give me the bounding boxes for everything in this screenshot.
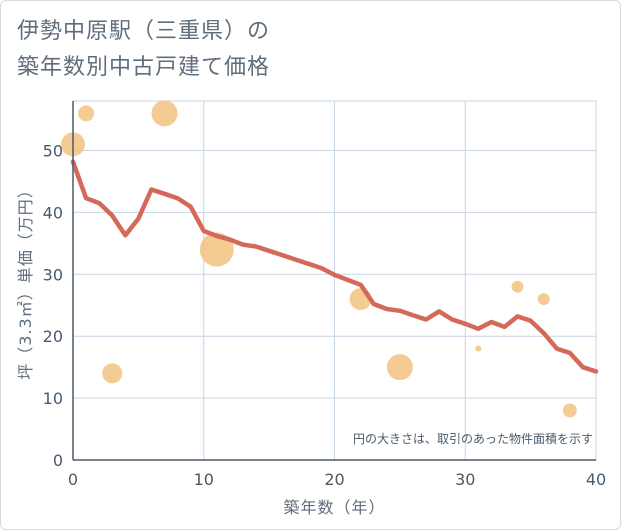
y-tick-label: 10	[43, 389, 63, 408]
y-tick-label: 50	[43, 142, 63, 161]
bubble-size-note: 円の大きさは、取引のあった物件面積を示す	[353, 431, 593, 446]
data-bubble	[511, 280, 524, 293]
y-tick-label: 20	[43, 327, 63, 346]
bubble-series	[61, 100, 577, 418]
tick-labels: 0 10 20 30 40 0 10 20 30 40 50	[43, 142, 607, 489]
data-bubble	[386, 354, 413, 381]
chart-title-line-1: 伊勢中原駅（三重県）の	[17, 19, 271, 44]
chart-title-line-2: 築年数別中古戸建て価格	[17, 55, 271, 80]
data-bubble	[562, 403, 577, 418]
data-bubble	[537, 293, 550, 306]
x-tick-label: 10	[194, 470, 214, 489]
chart-title: 伊勢中原駅（三重県）の 築年数別中古戸建て価格	[17, 14, 357, 86]
x-tick-label: 30	[455, 470, 475, 489]
y-tick-label: 0	[53, 451, 63, 470]
x-tick-label: 0	[68, 470, 78, 489]
data-bubble	[199, 232, 234, 267]
data-bubble	[475, 345, 482, 352]
data-bubble	[151, 100, 178, 127]
grid-lines	[72, 100, 597, 461]
data-bubble	[102, 363, 123, 384]
price-trend-line	[70, 159, 599, 374]
axes	[72, 101, 596, 461]
x-tick-label: 20	[324, 470, 344, 489]
y-tick-label: 30	[43, 265, 63, 284]
y-axis-label: 坪（3.3㎡）単価（万円）	[16, 181, 35, 379]
y-tick-label: 40	[43, 203, 63, 222]
data-bubble	[78, 105, 95, 122]
x-tick-label: 40	[586, 470, 606, 489]
x-axis-label: 築年数（年）	[283, 498, 385, 517]
